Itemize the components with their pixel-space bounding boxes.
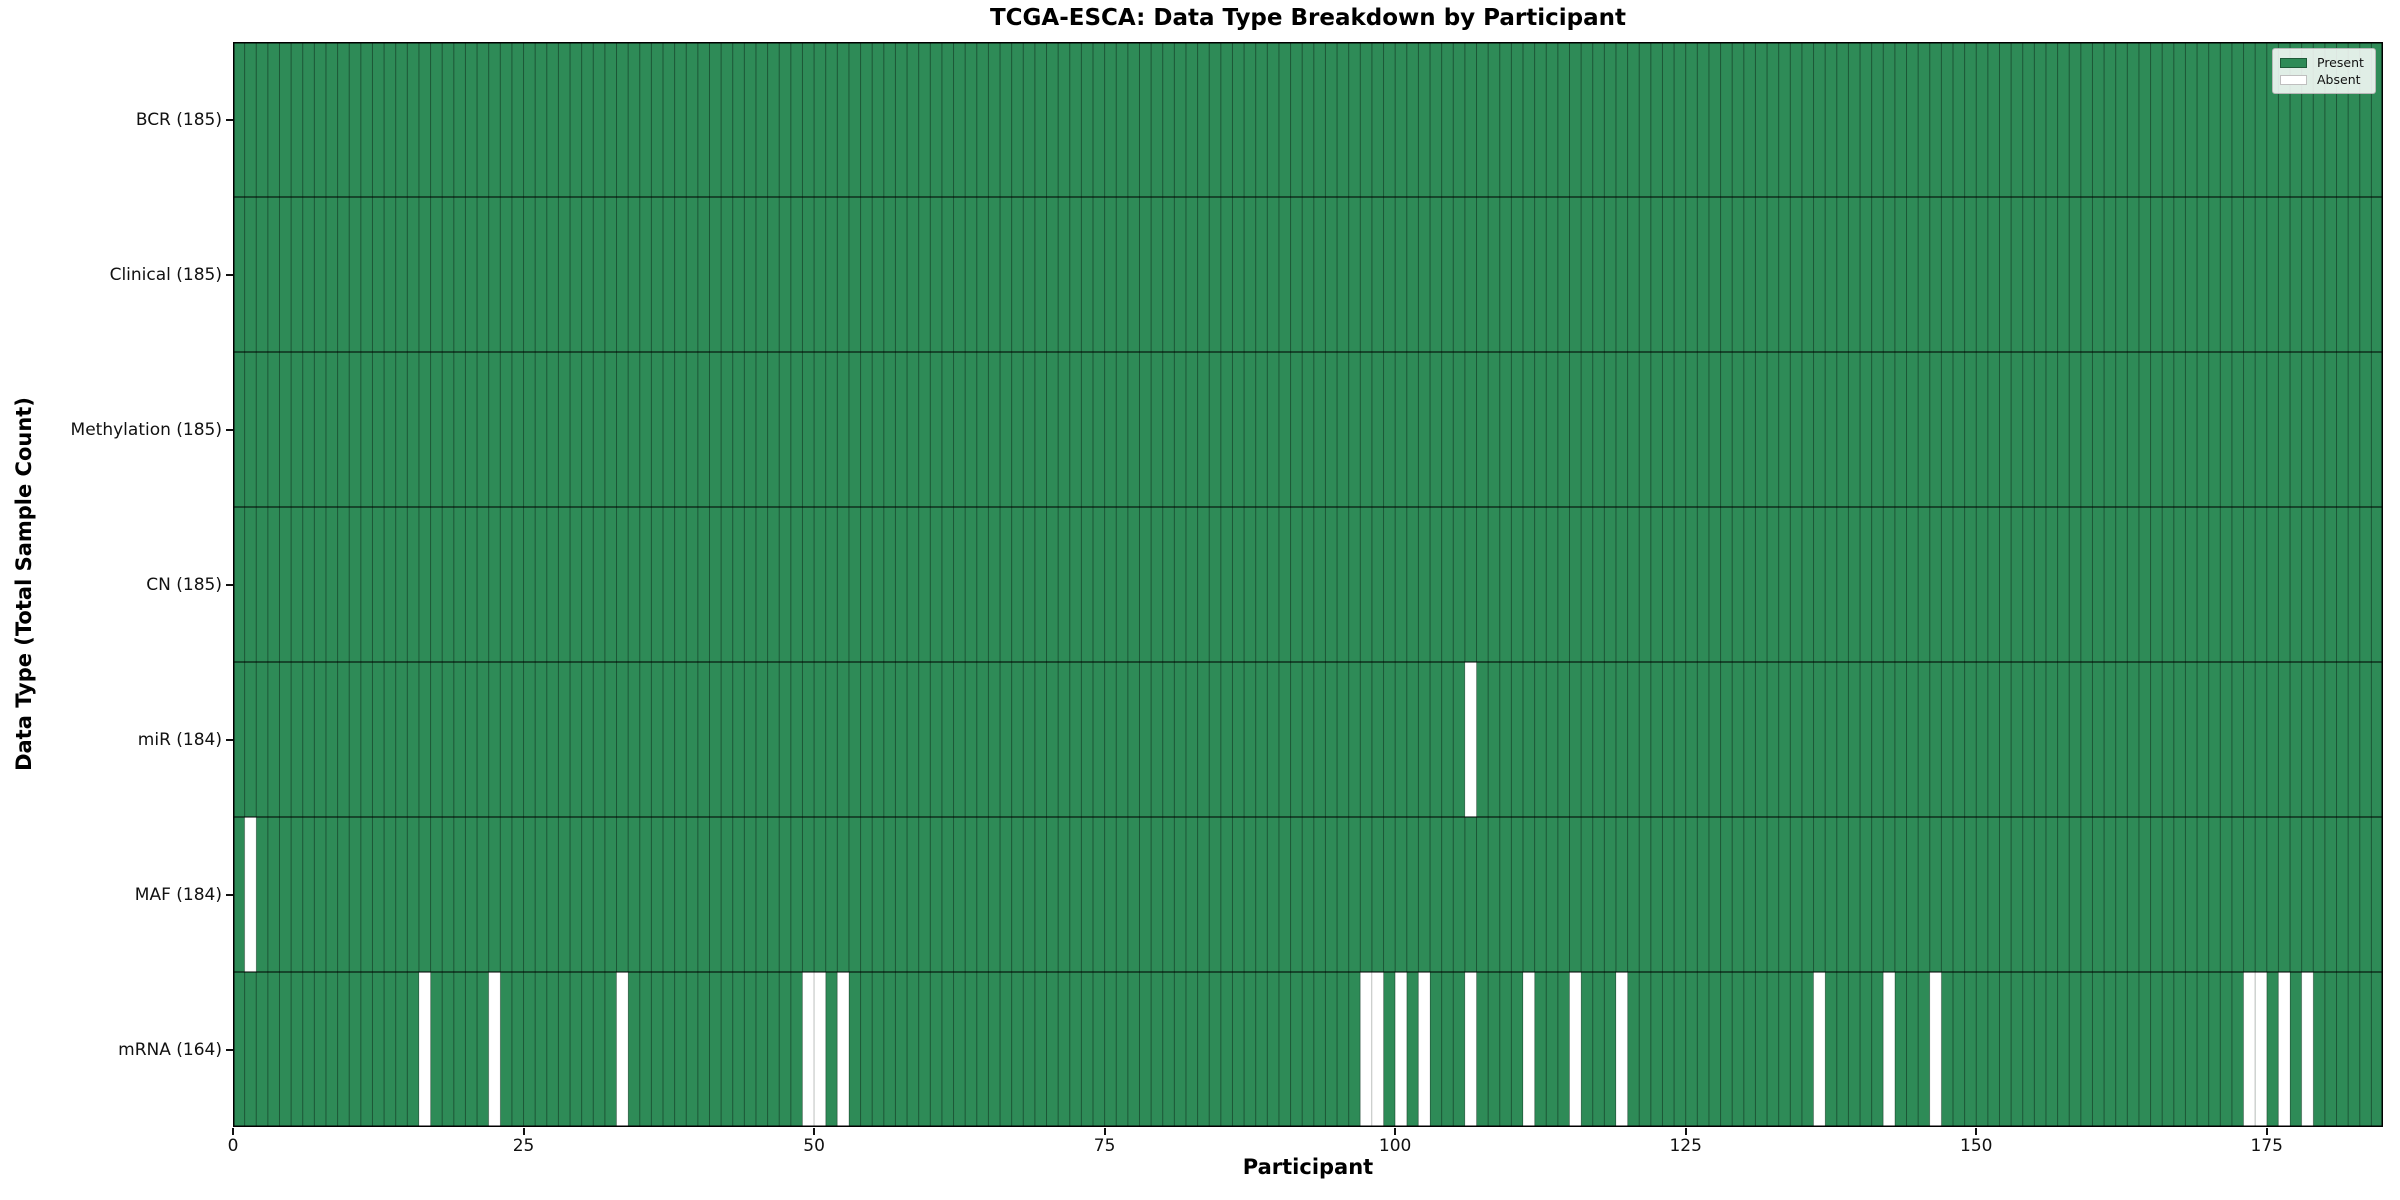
x-tick-mark xyxy=(1684,1128,1687,1135)
heatmap-cell-absent-mRNA-173 xyxy=(2243,971,2256,1127)
x-tick-label-100: 100 xyxy=(1378,1136,1412,1156)
heatmap-cell-absent-mRNA-136 xyxy=(1813,971,1826,1127)
heatmap-cell-absent-mRNA-52 xyxy=(836,971,850,1127)
x-tick-label-0: 0 xyxy=(227,1136,239,1156)
legend-item-present: Present xyxy=(2280,54,2368,71)
legend-present-label: Present xyxy=(2317,55,2364,70)
y-tick-mark xyxy=(226,893,233,896)
heatmap-present-area xyxy=(233,42,2383,1127)
heatmap-cell-absent-mRNA-49 xyxy=(801,971,815,1127)
legend-absent-label: Absent xyxy=(2317,72,2361,87)
plot-border xyxy=(233,42,2383,1127)
y-tick-label-Methylation: Methylation (185) xyxy=(70,419,222,440)
legend: Present Absent xyxy=(2272,48,2376,94)
chart-title: TCGA-ESCA: Data Type Breakdown by Partic… xyxy=(989,5,1627,31)
x-tick-mark xyxy=(232,1128,234,1135)
heatmap-cell-absent-mRNA-97 xyxy=(1359,971,1373,1127)
heatmap-cell-absent-mRNA-146 xyxy=(1929,971,1942,1127)
heatmap-plot-area xyxy=(233,42,2383,1127)
x-tick-label-125: 125 xyxy=(1669,1136,1702,1156)
heatmap-cell-absent-MAF-1 xyxy=(244,816,257,973)
x-tick-label-75: 75 xyxy=(1093,1136,1116,1156)
heatmap-cell-absent-mRNA-100 xyxy=(1394,971,1408,1127)
x-tick-label-175: 175 xyxy=(2250,1136,2283,1156)
x-axis-title: Participant xyxy=(1242,1155,1374,1179)
heatmap-cell-absent-mRNA-98 xyxy=(1371,971,1385,1127)
heatmap-cell-absent-mRNA-142 xyxy=(1882,971,1896,1127)
x-tick-mark xyxy=(813,1128,816,1135)
x-tick-mark xyxy=(2265,1128,2268,1135)
legend-item-absent: Absent xyxy=(2280,71,2368,88)
heatmap-cell-absent-mRNA-102 xyxy=(1417,971,1431,1127)
heatmap-cell-absent-mRNA-106 xyxy=(1464,971,1478,1127)
heatmap-cell-absent-mRNA-174 xyxy=(2254,971,2268,1127)
y-tick-mark xyxy=(226,1048,233,1051)
x-tick-mark xyxy=(522,1128,525,1135)
y-tick-mark xyxy=(226,428,233,431)
x-tick-label-25: 25 xyxy=(512,1136,535,1156)
y-tick-label-Clinical: Clinical (185) xyxy=(109,264,222,285)
x-tick-label-50: 50 xyxy=(803,1136,825,1156)
y-tick-label-BCR: BCR (185) xyxy=(135,109,222,130)
y-tick-label-MAF: MAF (184) xyxy=(134,884,222,905)
heatmap-cell-absent-mRNA-119 xyxy=(1615,971,1629,1127)
heatmap-cell-absent-mRNA-22 xyxy=(488,971,501,1127)
x-tick-mark xyxy=(1394,1128,1397,1135)
x-tick-mark xyxy=(1975,1128,1978,1135)
heatmap-cell-absent-mRNA-111 xyxy=(1522,971,1536,1127)
x-tick-mark xyxy=(1103,1128,1106,1135)
heatmap-cell-absent-mRNA-16 xyxy=(418,971,432,1127)
heatmap-cell-absent-mRNA-178 xyxy=(2301,971,2314,1127)
heatmap-cell-absent-mRNA-115 xyxy=(1568,971,1582,1127)
y-tick-label-CN: CN (185) xyxy=(146,574,222,595)
y-tick-mark xyxy=(226,583,233,586)
heatmap-cell-absent-mRNA-176 xyxy=(2277,971,2291,1127)
heatmap-cell-absent-mRNA-50 xyxy=(813,971,827,1127)
x-tick-label-150: 150 xyxy=(1960,1136,1993,1156)
y-axis-title: Data Type (Total Sample Count) xyxy=(12,397,36,771)
heatmap-cell-absent-miR-106 xyxy=(1464,661,1478,818)
y-tick-mark xyxy=(226,273,233,276)
legend-absent-swatch xyxy=(2280,74,2307,85)
heatmap-cell-absent-mRNA-33 xyxy=(616,971,629,1127)
y-tick-label-mRNA: mRNA (164) xyxy=(118,1039,222,1060)
legend-present-swatch xyxy=(2280,57,2307,68)
y-tick-mark xyxy=(226,738,233,741)
y-tick-label-miR: miR (184) xyxy=(137,729,222,750)
y-tick-mark xyxy=(226,118,233,121)
